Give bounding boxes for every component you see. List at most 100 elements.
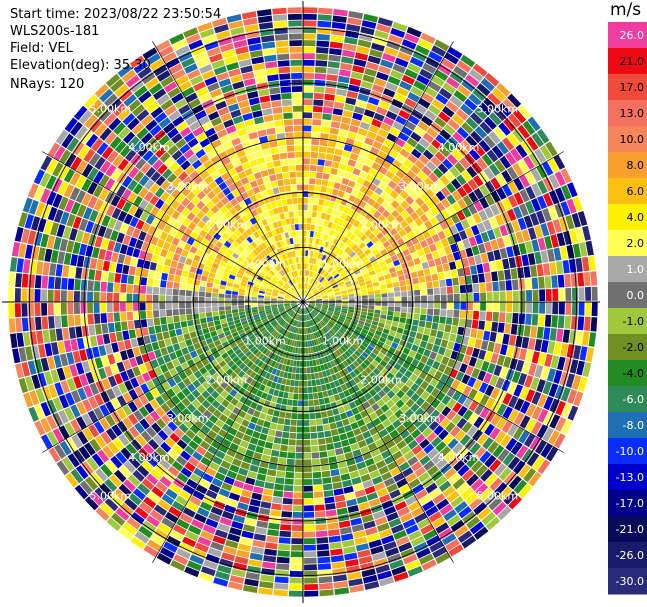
velocity-gate: [352, 112, 363, 121]
velocity-gate: [172, 295, 179, 302]
velocity-gate: [130, 439, 142, 451]
velocity-gate: [402, 234, 411, 243]
velocity-gate: [154, 187, 165, 198]
velocity-gate: [357, 549, 371, 558]
velocity-gate: [279, 530, 291, 538]
velocity-gate: [167, 421, 178, 432]
velocity-gate: [253, 395, 261, 404]
velocity-gate: [138, 363, 147, 374]
velocity-gate: [127, 401, 138, 413]
velocity-gate: [471, 367, 481, 379]
velocity-gate: [166, 281, 174, 289]
velocity-gate: [408, 350, 417, 358]
velocity-gate: [303, 446, 311, 453]
velocity-gate: [340, 412, 348, 420]
velocity-gate: [460, 54, 476, 68]
velocity-gate: [173, 524, 187, 536]
velocity-gate: [424, 220, 433, 230]
velocity-gate: [316, 165, 324, 173]
velocity-gate: [513, 384, 523, 397]
velocity-gate: [374, 293, 381, 298]
velocity-gate: [119, 502, 134, 516]
velocity-gate: [160, 317, 167, 325]
velocity-gate: [264, 364, 271, 372]
velocity-gate: [310, 286, 315, 292]
velocity-gate: [121, 321, 128, 331]
velocity-gate: [239, 253, 247, 260]
velocity-gate: [445, 100, 459, 113]
velocity-gate: [463, 397, 473, 409]
velocity-gate: [529, 212, 540, 226]
velocity-gate: [181, 186, 192, 197]
velocity-gate: [342, 49, 355, 58]
velocity-gate: [180, 233, 189, 243]
velocity-gate: [339, 466, 349, 475]
velocity-gate: [368, 539, 382, 549]
velocity-gate: [325, 214, 331, 221]
velocity-gate: [339, 184, 347, 192]
velocity-gate: [308, 406, 315, 413]
velocity-gate: [110, 78, 125, 93]
velocity-gate: [176, 548, 191, 560]
velocity-gate: [262, 279, 269, 285]
velocity-gate: [247, 254, 254, 261]
velocity-gate: [123, 94, 137, 107]
velocity-gate: [317, 267, 323, 274]
velocity-gate: [121, 188, 132, 201]
velocity-gate: [305, 321, 307, 328]
velocity-gate: [218, 332, 225, 340]
velocity-gate: [138, 447, 150, 460]
velocity-gate: [160, 441, 172, 453]
velocity-gate: [264, 303, 271, 306]
velocity-gate: [105, 164, 117, 177]
velocity-gate: [100, 292, 107, 302]
velocity-gate: [341, 220, 349, 228]
velocity-gate: [508, 395, 519, 409]
velocity-gate: [221, 244, 229, 252]
velocity-gate: [258, 308, 265, 312]
velocity-gate: [21, 273, 29, 288]
velocity-gate: [278, 308, 285, 312]
velocity-gate: [192, 302, 199, 308]
velocity-gate: [329, 279, 336, 284]
velocity-gate: [407, 290, 414, 297]
velocity-gate: [377, 17, 393, 27]
velocity-gate: [403, 142, 414, 153]
velocity-gate: [518, 464, 531, 479]
velocity-gate: [310, 347, 314, 354]
velocity-gate: [319, 582, 334, 590]
velocity-gate: [560, 343, 569, 357]
velocity-gate: [230, 198, 239, 207]
velocity-gate: [344, 278, 351, 284]
velocity-gate: [76, 337, 85, 350]
velocity-gate: [446, 410, 457, 421]
velocity-gate: [324, 356, 330, 363]
velocity-gate: [555, 187, 566, 203]
velocity-gate: [435, 458, 448, 470]
velocity-gate: [303, 27, 317, 34]
velocity-gate: [403, 159, 414, 169]
velocity-gate: [48, 384, 58, 399]
velocity-gate: [168, 506, 182, 518]
velocity-gate: [21, 317, 29, 332]
velocity-gate: [539, 145, 552, 160]
velocity-gate: [265, 323, 272, 329]
velocity-gate: [328, 292, 334, 296]
velocity-gate: [263, 386, 271, 394]
velocity-gate: [248, 334, 256, 341]
velocity-gate: [345, 330, 352, 337]
velocity-gate: [156, 93, 170, 106]
velocity-gate: [245, 340, 252, 347]
velocity-gate: [369, 388, 377, 397]
velocity-gate: [153, 310, 160, 318]
velocity-gate: [211, 139, 222, 149]
velocity-gate: [278, 294, 285, 297]
velocity-gate: [160, 392, 171, 402]
velocity-gate: [185, 296, 192, 302]
velocity-gate: [55, 328, 63, 341]
velocity-gate: [443, 141, 455, 153]
velocity-gate: [313, 491, 324, 498]
velocity-gate: [410, 403, 420, 413]
velocity-gate: [490, 387, 501, 400]
velocity-gate: [488, 112, 502, 126]
